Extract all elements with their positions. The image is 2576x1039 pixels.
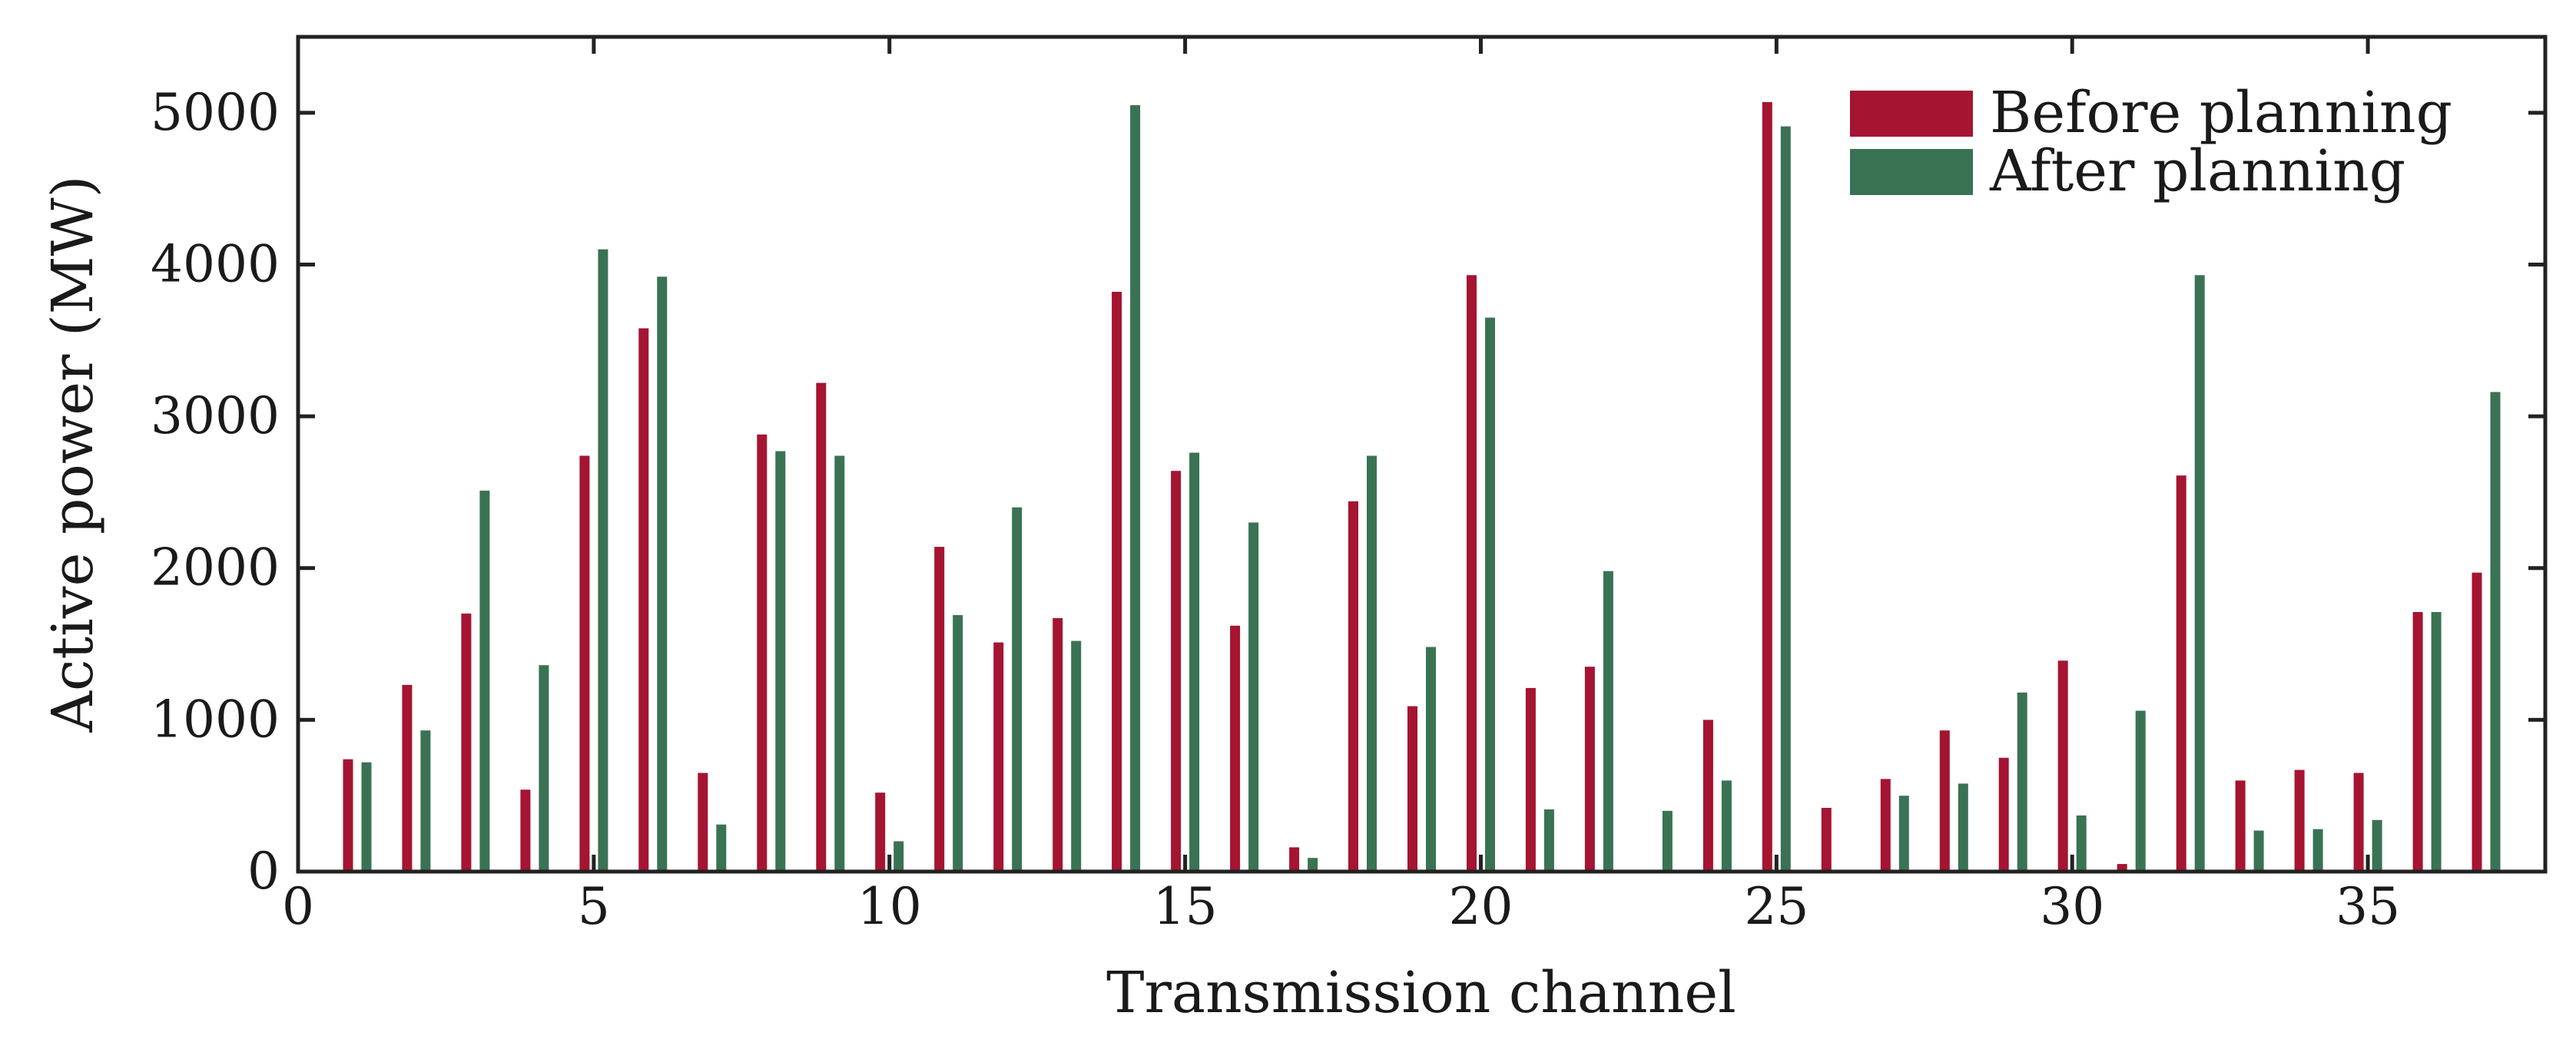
x-tick-label-30: 30 — [2040, 877, 2104, 936]
bar-before-1 — [343, 759, 353, 872]
legend: Before planning After planning — [1850, 80, 2452, 204]
bar-before-5 — [579, 455, 590, 872]
x-tick-label-20: 20 — [1448, 877, 1513, 936]
bar-before-14 — [1112, 292, 1122, 872]
bar-after-29 — [2017, 692, 2027, 872]
bar-before-8 — [757, 434, 767, 872]
bar-after-30 — [2076, 815, 2087, 872]
plot-frame — [296, 35, 2548, 874]
bar-after-24 — [1721, 780, 1732, 872]
bars-layer — [343, 102, 2501, 872]
bar-before-35 — [2353, 773, 2364, 872]
bar-before-16 — [1230, 625, 1241, 872]
bar-before-11 — [934, 547, 945, 872]
bar-after-36 — [2431, 612, 2442, 872]
bar-before-3 — [461, 614, 472, 872]
bar-after-35 — [2372, 819, 2382, 872]
y-tick-label-0: 0 — [247, 842, 280, 901]
x-tick-label-0: 0 — [282, 877, 314, 936]
bar-after-9 — [834, 455, 845, 872]
legend-swatch-before — [1850, 91, 1973, 137]
bar-before-27 — [1880, 779, 1891, 872]
bar-before-29 — [1998, 757, 2009, 872]
x-axis-title: Transmission channel — [1106, 960, 1736, 1026]
bar-before-9 — [816, 382, 827, 872]
bar-after-14 — [1130, 104, 1141, 872]
bar-after-13 — [1071, 640, 1082, 872]
bar-after-31 — [2135, 710, 2146, 872]
bar-after-10 — [893, 841, 904, 872]
bar-before-17 — [1289, 847, 1300, 872]
x-tick-label-25: 25 — [1744, 877, 1809, 936]
x-tick-label-15: 15 — [1153, 877, 1218, 936]
bar-before-2 — [402, 684, 413, 872]
tick-labels: 0 5 10 15 20 25 30 35 0 1000 2000 3000 4000 5000 — [151, 83, 2400, 936]
bar-after-11 — [953, 615, 963, 872]
bar-before-4 — [520, 789, 531, 872]
bar-before-20 — [1467, 275, 1477, 872]
bar-after-16 — [1248, 522, 1259, 872]
bar-after-8 — [775, 451, 786, 872]
bar-after-34 — [2312, 829, 2323, 872]
bar-after-2 — [420, 730, 431, 872]
bar-before-36 — [2412, 612, 2423, 872]
bar-before-19 — [1407, 706, 1417, 872]
bar-after-32 — [2194, 275, 2205, 872]
legend-label-before: Before planning — [1990, 80, 2452, 146]
bar-after-17 — [1308, 858, 1318, 872]
bar-after-19 — [1426, 647, 1436, 872]
bar-after-15 — [1189, 452, 1200, 872]
bar-before-12 — [993, 642, 1004, 872]
bar-after-22 — [1603, 571, 1613, 872]
legend-swatch-after — [1850, 149, 1973, 195]
bar-before-31 — [2117, 864, 2127, 872]
bar-after-6 — [657, 276, 668, 872]
bar-before-26 — [1821, 808, 1832, 872]
y-tick-label-3000: 3000 — [151, 386, 280, 445]
y-axis-title: Active power (MW) — [40, 176, 106, 733]
bar-before-13 — [1053, 617, 1063, 872]
bar-after-18 — [1367, 455, 1377, 872]
bar-after-4 — [539, 665, 549, 872]
x-tick-label-10: 10 — [857, 877, 922, 936]
bar-after-27 — [1898, 796, 1909, 872]
bar-after-5 — [598, 249, 608, 872]
bar-after-23 — [1662, 810, 1673, 872]
bar-after-33 — [2253, 830, 2264, 872]
bar-before-21 — [1525, 687, 1536, 872]
bar-before-34 — [2294, 769, 2305, 872]
bar-before-30 — [2057, 660, 2068, 872]
bar-before-25 — [1762, 102, 1772, 872]
bar-after-28 — [1958, 783, 1968, 872]
x-tick-label-5: 5 — [578, 877, 610, 936]
bar-before-33 — [2235, 780, 2246, 872]
y-tick-label-2000: 2000 — [151, 538, 280, 597]
bar-before-24 — [1702, 720, 1713, 872]
ticks-layer — [296, 37, 2545, 874]
bar-before-37 — [2472, 572, 2482, 872]
bar-before-6 — [638, 328, 649, 872]
bar-after-20 — [1485, 317, 1495, 872]
bar-after-37 — [2490, 392, 2501, 872]
bar-before-18 — [1348, 501, 1358, 872]
bar-after-12 — [1012, 507, 1023, 872]
bar-after-7 — [716, 824, 727, 872]
bar-before-32 — [2176, 475, 2186, 872]
bar-before-15 — [1171, 471, 1182, 872]
bar-after-1 — [361, 762, 372, 872]
bar-before-10 — [875, 792, 886, 872]
y-tick-label-1000: 1000 — [151, 690, 280, 749]
bar-before-28 — [1939, 730, 1950, 872]
bar-after-25 — [1780, 126, 1791, 872]
bar-before-22 — [1584, 667, 1595, 872]
bar-after-21 — [1543, 809, 1554, 872]
bar-after-3 — [479, 490, 490, 872]
y-tick-label-5000: 5000 — [151, 83, 280, 142]
y-tick-label-4000: 4000 — [151, 234, 280, 293]
legend-label-after: After planning — [1989, 138, 2405, 204]
x-tick-label-35: 35 — [2336, 877, 2400, 936]
bar-before-7 — [698, 773, 708, 872]
